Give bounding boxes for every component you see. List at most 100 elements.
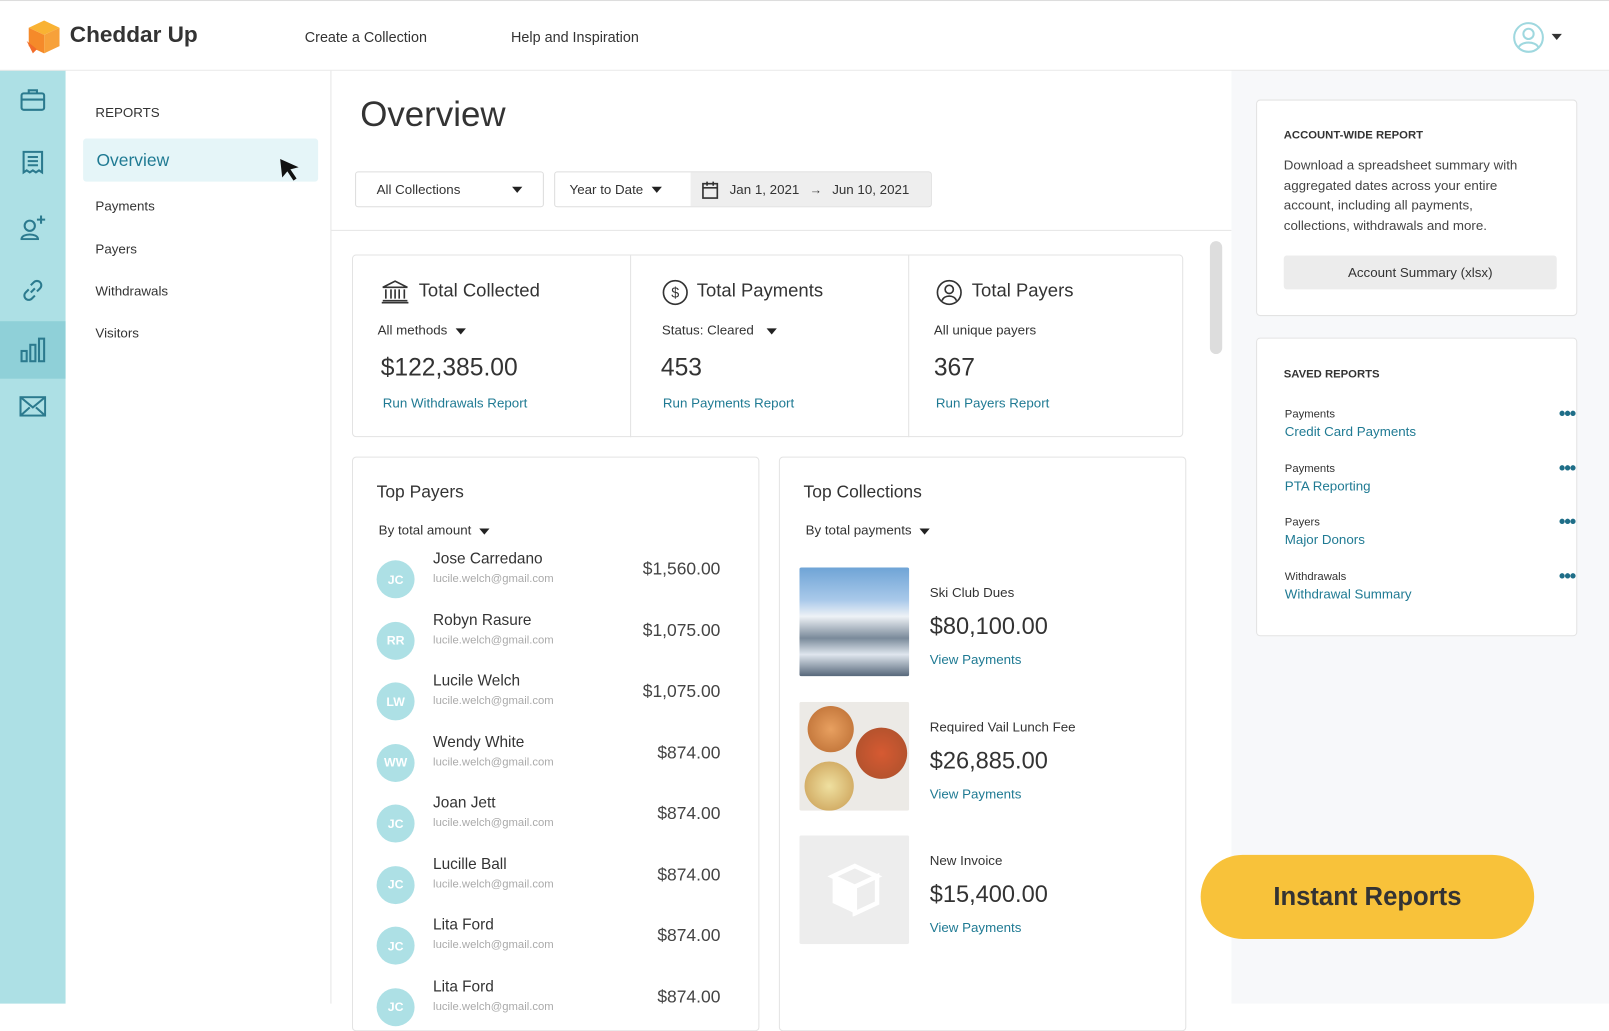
instant-reports-button[interactable]: Instant Reports	[1200, 854, 1535, 939]
saved-report-item: Payments Credit Card Payments •••	[1284, 404, 1576, 440]
page-title: Overview	[360, 95, 506, 135]
user-circle-icon	[936, 279, 962, 306]
view-payments-link[interactable]: View Payments	[929, 919, 1022, 935]
payer-amount: $1,560.00	[642, 559, 721, 579]
collection-filter-dropdown[interactable]: All Collections	[355, 171, 544, 208]
payer-row[interactable]: JC Lita Ford lucile.welch@gmail.com $874…	[376, 916, 720, 988]
payer-name: Lucile Welch	[433, 672, 521, 690]
status-dropdown[interactable]: Status: Cleared	[661, 322, 777, 338]
collection-image-placeholder[interactable]	[799, 835, 910, 945]
collection-amount: $26,885.00	[929, 746, 1048, 774]
view-payments-link[interactable]: View Payments	[929, 785, 1022, 801]
top-header: Cheddar Up Create a Collection Help and …	[0, 0, 1609, 71]
date-range-filter[interactable]: Year to Date Jan 1, 2021 → Jun 10, 2021	[554, 171, 932, 208]
view-payments-link[interactable]: View Payments	[929, 651, 1022, 668]
avatar: JC	[376, 926, 415, 965]
stat-total-payments: $ Total Payments Status: Cleared 453 Run…	[630, 255, 907, 438]
sidebar-item-withdrawals[interactable]: Withdrawals	[95, 283, 169, 299]
saved-report-item: Payers Major Donors •••	[1284, 512, 1576, 547]
add-user-icon	[20, 215, 46, 241]
more-options-icon[interactable]: •••	[1558, 511, 1576, 532]
date-range-picker[interactable]: Jan 1, 2021 → Jun 10, 2021	[690, 172, 931, 207]
payer-row[interactable]: JC Lucille Ball lucile.welch@gmail.com $…	[376, 855, 721, 927]
saved-report-link[interactable]: PTA Reporting	[1284, 477, 1371, 494]
rail-reports[interactable]	[0, 321, 66, 379]
payer-name: Jose Carredano	[433, 550, 543, 568]
period-dropdown[interactable]: Year to Date	[555, 172, 690, 206]
method-dropdown[interactable]: All methods	[377, 322, 466, 338]
payer-amount: $874.00	[657, 864, 721, 885]
nav-help-inspiration[interactable]: Help and Inspiration	[511, 28, 639, 46]
avatar: JC	[376, 865, 415, 904]
sidebar-item-visitors[interactable]: Visitors	[95, 325, 139, 341]
payer-email: lucile.welch@gmail.com	[433, 938, 554, 952]
rail-links[interactable]	[0, 262, 66, 319]
collection-image-ski-mountain[interactable]	[799, 567, 910, 677]
sort-value: By total amount	[378, 522, 472, 538]
payer-row[interactable]: RR Robyn Rasure lucile.welch@gmail.com $…	[376, 611, 720, 682]
sidebar-heading: REPORTS	[95, 104, 160, 121]
run-payments-report-link[interactable]: Run Payments Report	[662, 395, 795, 411]
more-options-icon[interactable]: •••	[1558, 403, 1576, 424]
status-value: Status: Cleared	[661, 322, 754, 338]
nav-create-collection[interactable]: Create a Collection	[304, 28, 427, 46]
collection-amount: $80,100.00	[929, 612, 1048, 640]
more-options-icon[interactable]: •••	[1558, 564, 1576, 586]
rail-collections[interactable]	[0, 71, 66, 128]
rail-messages[interactable]	[0, 378, 66, 435]
saved-report-link[interactable]: Major Donors	[1284, 531, 1365, 547]
rail-transactions[interactable]	[0, 133, 66, 190]
payer-row[interactable]: JC Jose Carredano lucile.welch@gmail.com…	[376, 550, 721, 621]
collection-row: Required Vail Lunch Fee $26,885.00 View …	[799, 701, 1179, 812]
run-withdrawals-report-link[interactable]: Run Withdrawals Report	[382, 395, 528, 411]
payer-email: lucile.welch@gmail.com	[433, 816, 554, 830]
collection-filter-value: All Collections	[376, 181, 461, 198]
chevron-down-icon	[766, 327, 777, 335]
report-category: Payers	[1284, 516, 1320, 529]
scrollbar-thumb[interactable]	[1209, 241, 1223, 355]
account-wide-report-card: ACCOUNT-WIDE REPORT Download a spreadshe…	[1256, 99, 1578, 317]
mail-icon	[19, 396, 47, 417]
dollar-circle-icon: $	[662, 279, 688, 306]
method-value: All methods	[377, 322, 448, 338]
payer-row[interactable]: JC Lita Ford lucile.welch@gmail.com $874…	[376, 977, 721, 1031]
collection-name: Ski Club Dues	[929, 584, 1015, 601]
collection-image-pizza[interactable]	[799, 701, 910, 811]
collections-sort-dropdown[interactable]: By total payments	[805, 522, 931, 538]
payer-amount: $874.00	[657, 986, 721, 1007]
end-date: Jun 10, 2021	[832, 181, 910, 198]
stat-title: Total Payers	[971, 280, 1074, 301]
card-description: Download a spreadsheet summary with aggr…	[1283, 157, 1518, 233]
rail-people[interactable]	[0, 198, 66, 255]
calendar-icon	[702, 181, 719, 199]
cheddar-up-logo-icon	[26, 20, 60, 54]
payer-name: Lita Ford	[433, 977, 494, 995]
divider	[331, 229, 1232, 231]
stat-total-payers: Total Payers All unique payers 367 Run P…	[908, 255, 1185, 438]
payers-sort-dropdown[interactable]: By total amount	[378, 522, 490, 538]
collection-amount: $15,400.00	[929, 880, 1048, 908]
saved-report-link[interactable]: Withdrawal Summary	[1284, 585, 1412, 601]
payer-name: Joan Jett	[433, 794, 496, 812]
stats-card: Total Collected All methods $122,385.00 …	[351, 254, 1185, 438]
avatar: RR	[376, 621, 415, 660]
payer-name: Lucille Ball	[433, 855, 507, 873]
card-title: Top Collections	[803, 482, 922, 502]
saved-report-link[interactable]: Credit Card Payments	[1284, 423, 1417, 440]
account-menu[interactable]	[1513, 22, 1562, 59]
stat-value: 453	[660, 354, 702, 382]
bank-icon	[381, 280, 409, 304]
more-options-icon[interactable]: •••	[1558, 457, 1576, 478]
sort-value: By total payments	[805, 522, 912, 538]
payer-row[interactable]: WW Wendy White lucile.welch@gmail.com $8…	[376, 733, 720, 804]
account-summary-button[interactable]: Account Summary (xlsx)	[1283, 255, 1557, 290]
payer-row[interactable]: JC Joan Jett lucile.welch@gmail.com $874…	[376, 794, 720, 866]
stat-value: 367	[933, 354, 975, 382]
payer-row[interactable]: LW Lucile Welch lucile.welch@gmail.com $…	[376, 672, 720, 743]
user-avatar-icon	[1513, 22, 1544, 53]
sidebar-item-payers[interactable]: Payers	[95, 241, 137, 257]
svg-text:$: $	[671, 286, 679, 302]
sidebar-item-payments[interactable]: Payments	[95, 198, 155, 214]
run-payers-report-link[interactable]: Run Payers Report	[935, 395, 1050, 411]
sidebar-item-overview[interactable]: Overview	[83, 138, 319, 182]
